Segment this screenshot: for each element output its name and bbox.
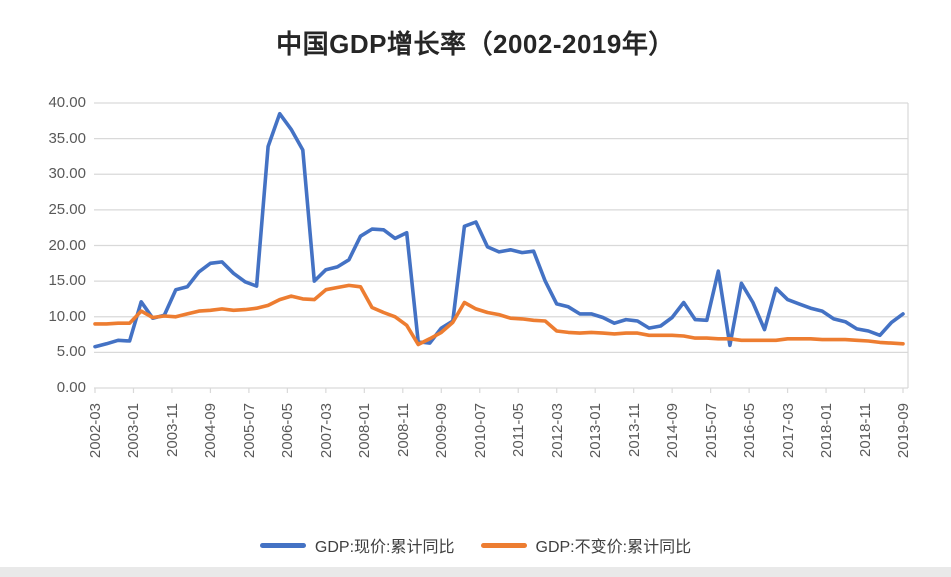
x-tick-label: 2008-01: [356, 403, 374, 459]
x-tick-label: 2003-01: [125, 403, 143, 459]
x-tick-label: 2016-05: [741, 403, 759, 459]
series-line-constant-price: [93, 283, 905, 347]
y-tick-label: 35.00: [48, 129, 86, 147]
legend-line-swatch-constant-price: [480, 542, 527, 548]
x-tick-label: 2013-11: [625, 403, 643, 457]
x-tick-label: 2003-11: [163, 403, 181, 457]
legend-item-constant-price: GDP:不变价:累计同比: [480, 533, 692, 557]
x-tick-label: 2019-09: [895, 403, 912, 459]
legend-label-constant-price: GDP:不变价:累计同比: [535, 539, 692, 556]
y-tick-label: 20.00: [48, 236, 86, 254]
x-tick-label: 2018-11: [856, 403, 874, 457]
y-tick-label: 10.00: [48, 307, 86, 325]
y-tick-label: 5.00: [56, 343, 86, 361]
x-tick-label: 2009-09: [433, 403, 451, 459]
x-tick-label: 2010-07: [471, 403, 489, 459]
x-tick-label: 2012-03: [548, 403, 566, 459]
y-tick-label: 40.00: [48, 94, 86, 111]
x-tick-label: 2017-03: [779, 403, 797, 459]
x-tick-label: 2011-05: [510, 403, 528, 457]
x-tick-label: 2005-07: [240, 403, 258, 459]
chart-title: 中国GDP增长率（2002-2019年）: [276, 29, 675, 59]
y-tick-label: 25.00: [48, 200, 86, 218]
y-tick-label: 30.00: [48, 165, 86, 183]
x-tick-label: 2007-03: [317, 403, 335, 459]
x-tick-label: 2004-09: [202, 403, 220, 459]
x-tick-label: 2002-03: [87, 403, 104, 459]
x-tick-label: 2018-01: [818, 403, 836, 459]
legend-item-current-price: GDP:现价:累计同比: [259, 533, 455, 557]
bottom-edge-strip: [0, 567, 951, 577]
legend: GDP:现价:累计同比 GDP:不变价:累计同比: [0, 533, 951, 557]
x-tick-label: 2006-05: [279, 403, 297, 459]
y-tick-label: 15.00: [48, 272, 86, 290]
x-tick-label: 2008-11: [394, 403, 412, 457]
x-tick-label: 2015-07: [702, 403, 720, 459]
legend-label-current-price: GDP:现价:累计同比: [314, 539, 455, 556]
x-tick-label: 2014-09: [664, 403, 682, 459]
y-tick-label: 0.00: [56, 379, 86, 396]
legend-line-swatch-current-price: [259, 542, 306, 548]
series-line-current-price: [93, 111, 905, 349]
x-tick-label: 2013-01: [587, 403, 605, 459]
